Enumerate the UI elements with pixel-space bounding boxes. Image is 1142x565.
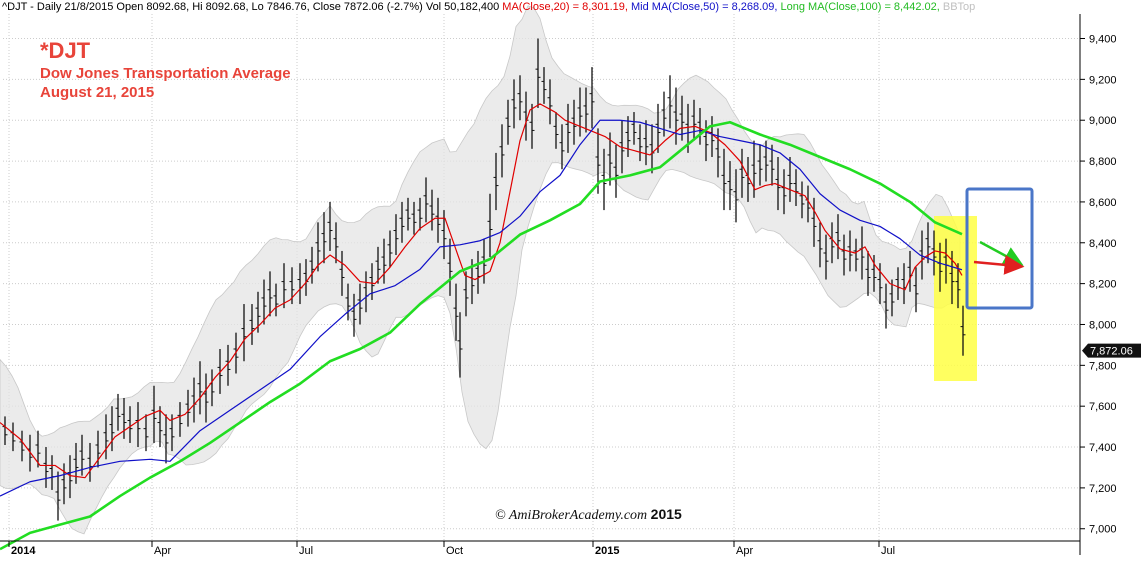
watermark-text: © AmiBrokerAcademy.com [495, 508, 648, 523]
header-ma20: MA(Close,20) = 8,301.19, [502, 1, 632, 13]
x-tick-label: 2014 [11, 545, 36, 557]
chart-title-block: *DJT Dow Jones Transportation Average Au… [40, 38, 291, 102]
y-tick-label: 9,400 [1089, 34, 1117, 46]
x-tick-label: Apr [736, 545, 753, 557]
y-tick-label: 8,000 [1089, 319, 1117, 331]
x-tick-label: Jul [881, 545, 895, 557]
y-tick-label: 7,000 [1089, 524, 1117, 536]
chart-title: *DJT [40, 38, 91, 63]
y-tick-label: 8,800 [1089, 156, 1117, 168]
last-value-tag [1082, 343, 1141, 358]
moving-averages [0, 103, 963, 551]
y-tick-label: 7,800 [1089, 360, 1117, 372]
x-tick-label: Oct [446, 545, 463, 557]
green-arrow [979, 240, 1024, 266]
x-tick-label: Apr [154, 545, 171, 557]
header-symbol: ^DJT - Daily 21/8/2015 Open 8092.68, Hi … [2, 1, 503, 13]
series-line [0, 119, 963, 497]
price-bars [2, 38, 966, 521]
annotations [965, 187, 1034, 310]
series-line [0, 103, 963, 479]
watermark-year: 2015 [650, 506, 682, 522]
header-bbtop: BBTop [942, 1, 976, 13]
y-tick-label: 8,400 [1089, 238, 1117, 250]
y-tick-label: 9,000 [1089, 115, 1117, 127]
header-ma50: Mid MA(Close,50) = 8,268.09, [631, 1, 781, 13]
y-tick-label: 9,200 [1089, 74, 1117, 86]
red-arrow [973, 254, 1025, 275]
x-tick-label: Jul [299, 545, 313, 557]
x-tick-label: 2015 [595, 545, 619, 557]
highlight-box [934, 216, 977, 381]
series-line [0, 120, 963, 551]
axes: 7,000 7,200 7,400 7,600 7,800 8,000 8,200 8,400… [0, 14, 1141, 557]
projection-box [965, 187, 1034, 310]
y-tick-label: 7,600 [1089, 401, 1117, 413]
y-tick-label: 7,200 [1089, 483, 1117, 495]
chart-subtitle: Dow Jones Transportation Average [40, 65, 291, 82]
chart-header: ^DJT - Daily 21/8/2015 Open 8092.68, Hi … [2, 1, 975, 13]
y-tick-label: 8,200 [1089, 279, 1117, 291]
chart-date: August 21, 2015 [40, 84, 155, 101]
highlight-group [934, 216, 977, 381]
watermark: © AmiBrokerAcademy.com 2015 [495, 506, 682, 524]
y-tick-label: 7,400 [1089, 442, 1117, 454]
y-tick-label: 8,600 [1089, 197, 1117, 209]
last-value-label: 7,872.06 [1090, 346, 1133, 358]
header-ma100: Long MA(Close,100) = 8,442.02, [780, 1, 943, 13]
